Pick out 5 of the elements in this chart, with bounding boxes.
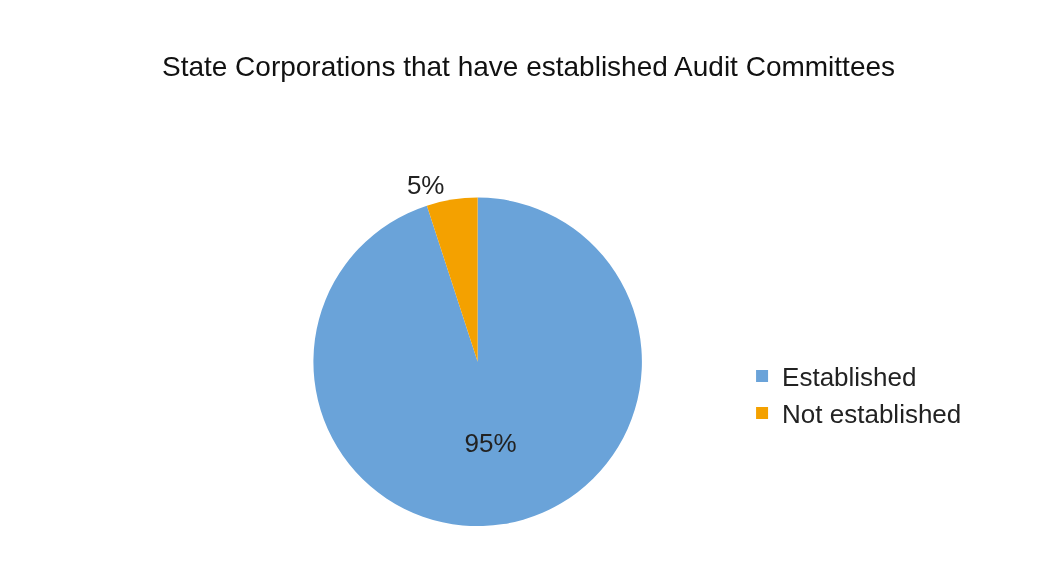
legend-label: Not established — [782, 399, 962, 430]
legend-label: Established — [782, 362, 917, 393]
data-label: 5% — [406, 169, 445, 200]
chart-title: State Corporations that have established Audit Committees — [161, 51, 896, 83]
data-label: 95% — [464, 427, 517, 458]
